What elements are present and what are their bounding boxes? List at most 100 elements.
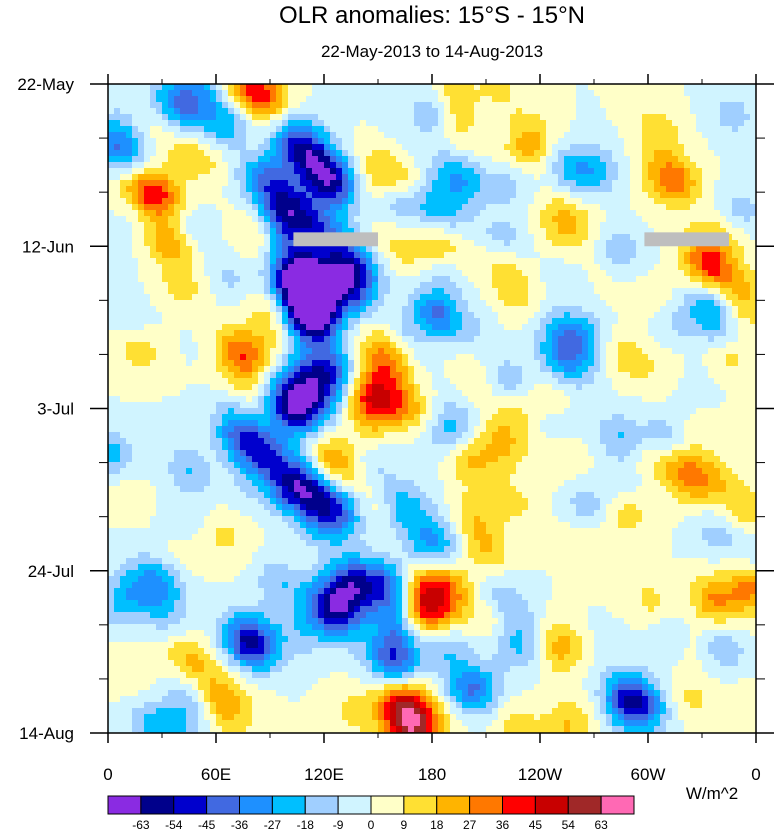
heatmap-cell [240,168,247,175]
heatmap-cell [156,156,163,163]
heatmap-cell [600,180,607,187]
heatmap-cell [402,96,409,103]
heatmap-cell [540,132,547,139]
heatmap-cell [480,294,487,301]
heatmap-cell [726,126,733,133]
heatmap-cell [306,288,313,295]
heatmap-cell [180,306,187,313]
heatmap-cell [696,342,703,349]
heatmap-cell [510,228,517,235]
heatmap-cell [378,216,385,223]
heatmap-cell [300,342,307,349]
heatmap-cell [324,306,331,313]
heatmap-cell [708,294,715,301]
heatmap-cell [324,348,331,355]
heatmap-cell [120,204,127,211]
heatmap-cell [624,336,631,343]
heatmap-cell [534,198,541,205]
heatmap-cell [438,84,445,91]
heatmap-cell [228,240,235,247]
heatmap-cell [120,96,127,103]
heatmap-cell [684,288,691,295]
heatmap-cell [216,156,223,163]
heatmap-cell [588,240,595,247]
heatmap-cell [594,192,601,199]
heatmap-cell [330,300,337,307]
heatmap-cell [126,360,133,367]
heatmap-cell [366,210,373,217]
heatmap-cell [252,198,259,205]
heatmap-cell [246,360,253,367]
heatmap-cell [474,162,481,169]
heatmap-cell [468,246,475,253]
heatmap-cell [696,90,703,97]
heatmap-cell [126,336,133,343]
heatmap-cell [300,204,307,211]
heatmap-cell [594,138,601,145]
heatmap-cell [738,102,745,109]
heatmap-cell [150,120,157,127]
heatmap-cell [630,258,637,265]
heatmap-cell [648,90,655,97]
heatmap-cell [522,96,529,103]
heatmap-cell [210,102,217,109]
heatmap-cell [258,318,265,325]
heatmap-cell [594,300,601,307]
heatmap-cell [114,186,121,193]
heatmap-cell [642,144,649,151]
heatmap-cell [210,300,217,307]
heatmap-cell [366,138,373,145]
heatmap-cell [144,204,151,211]
heatmap-cell [426,198,433,205]
heatmap-cell [558,318,565,325]
heatmap-cell [138,354,145,361]
heatmap-cell [750,288,756,295]
heatmap-cell [696,198,703,205]
heatmap-cell [588,180,595,187]
heatmap-cell [594,228,601,235]
heatmap-cell [342,264,349,271]
heatmap-cell [330,198,337,205]
heatmap-cell [696,258,703,265]
heatmap-cell [612,234,619,241]
heatmap-cell [528,120,535,127]
heatmap-cell [720,342,727,349]
heatmap-cell [318,210,325,217]
heatmap-cell [672,216,679,223]
heatmap-cell [480,168,487,175]
heatmap-cell [114,330,121,337]
heatmap-cell [180,108,187,115]
heatmap-cell [498,264,505,271]
heatmap-cell [450,288,457,295]
heatmap-cell [192,360,199,367]
heatmap-cell [294,120,301,127]
heatmap-cell [132,240,139,247]
heatmap-cell [258,96,265,103]
heatmap-cell [126,126,133,133]
heatmap-cell [558,282,565,289]
heatmap-cell [240,312,247,319]
heatmap-cell [378,300,385,307]
heatmap-cell [636,126,643,133]
heatmap-cell [570,120,577,127]
heatmap-cell [636,318,643,325]
heatmap-cell [174,84,181,91]
heatmap-cell [312,222,319,229]
heatmap-cell [600,114,607,121]
heatmap-cell [420,210,427,217]
heatmap-cell [336,144,343,151]
heatmap-cell [732,270,739,277]
heatmap-cell [696,324,703,331]
heatmap-cell [564,180,571,187]
heatmap-cell [162,210,169,217]
heatmap-cell [714,246,721,253]
heatmap-cell [600,150,607,157]
heatmap-cell [750,150,756,157]
heatmap-cell [618,312,625,319]
heatmap-cell [630,222,637,229]
heatmap-cell [528,228,535,235]
heatmap-cell [474,348,481,355]
heatmap-cell [624,216,631,223]
heatmap-cell [378,198,385,205]
heatmap-cell [612,330,619,337]
